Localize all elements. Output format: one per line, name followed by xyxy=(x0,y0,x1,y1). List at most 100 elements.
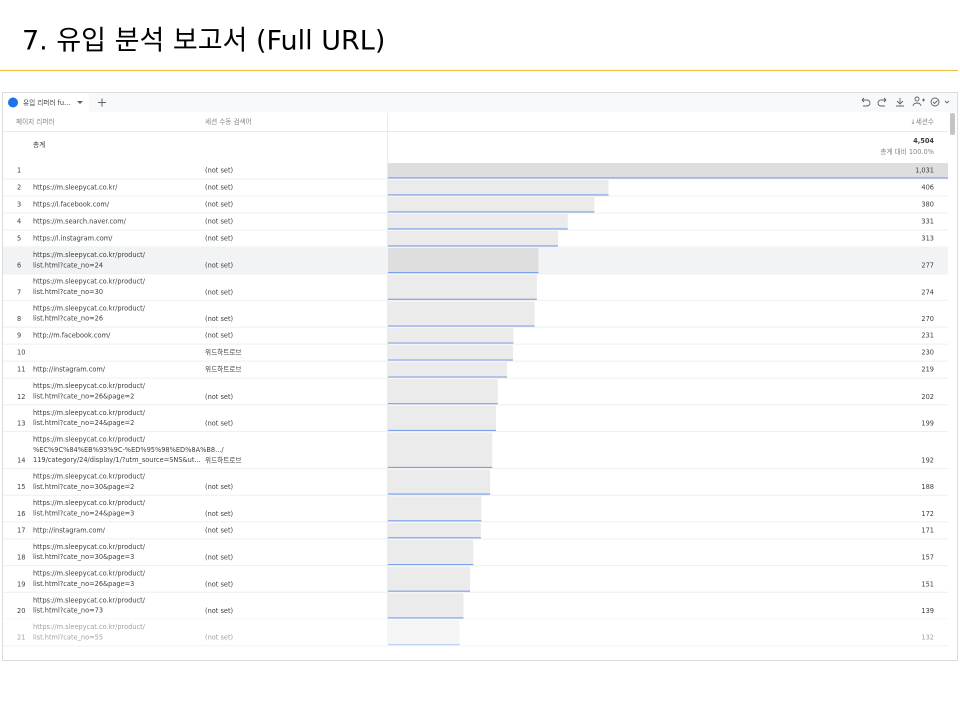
sessions: 380 xyxy=(921,201,934,209)
row-index: 12 xyxy=(17,393,25,401)
referrer: https://m.sleepycat.co.kr/product/ xyxy=(33,543,146,551)
source: (not set) xyxy=(205,526,233,534)
source: (not set) xyxy=(205,580,233,588)
sessions: 202 xyxy=(921,393,934,401)
row-index: 16 xyxy=(17,510,25,518)
row-index: 18 xyxy=(17,554,25,562)
source: (not set) xyxy=(205,218,233,226)
toolbar-icons xyxy=(861,96,950,107)
tab-menu[interactable] xyxy=(77,101,83,104)
tab-label[interactable]: 유입 리퍼러 fu... xyxy=(23,98,70,107)
referrer: list.html?cate_no=24&page=2 xyxy=(33,419,134,427)
referrer: https://m.sleepycat.co.kr/product/ xyxy=(33,382,146,390)
row-index: 5 xyxy=(17,235,21,243)
referrer: list.html?cate_no=30&page=2 xyxy=(33,483,134,491)
bar xyxy=(388,522,481,538)
sessions: 331 xyxy=(921,218,934,226)
referrer: https://l.facebook.com/ xyxy=(33,201,110,209)
source: (not set) xyxy=(205,554,233,562)
row-index: 6 xyxy=(17,262,21,270)
status-menu[interactable] xyxy=(932,100,950,105)
sessions: 188 xyxy=(921,483,934,491)
column-header: 세션 수동 검색어 xyxy=(205,117,252,126)
undo[interactable] xyxy=(861,97,871,107)
referrer: %EC%9C%84%EB%93%9C-%ED%95%98%ED%8A%B8...… xyxy=(33,446,224,454)
bar xyxy=(388,180,609,195)
referrer: https://m.sleepycat.co.kr/product/ xyxy=(33,409,146,417)
fade xyxy=(3,618,948,646)
sessions: 219 xyxy=(921,366,934,374)
referrer: https://m.sleepycat.co.kr/product/ xyxy=(33,570,146,578)
row-index: 7 xyxy=(17,288,21,296)
referrer: https://m.sleepycat.co.kr/product/ xyxy=(33,473,146,481)
source: (not set) xyxy=(205,483,233,491)
source: (not set) xyxy=(205,510,233,518)
referrer: https://m.sleepycat.co.kr/product/ xyxy=(33,596,146,604)
row-index: 19 xyxy=(17,580,25,588)
sessions: 199 xyxy=(921,420,934,428)
referrer: list.html?cate_no=26&page=2 xyxy=(33,392,134,400)
bar xyxy=(388,405,497,431)
bar xyxy=(388,362,507,378)
tab-icon xyxy=(8,97,18,108)
bar xyxy=(388,231,559,246)
bar xyxy=(388,301,535,327)
status[interactable] xyxy=(930,97,940,107)
referrer: list.html?cate_no=26&page=3 xyxy=(33,580,134,588)
referrer: https://m.sleepycat.co.kr/product/ xyxy=(33,499,146,507)
referrer: list.html?cate_no=24 xyxy=(33,261,103,269)
sessions: 270 xyxy=(921,315,934,323)
referrer: list.html?cate_no=26 xyxy=(33,315,103,323)
bar xyxy=(388,379,498,404)
sessions: 406 xyxy=(921,184,934,192)
source: (not set) xyxy=(205,315,233,323)
referrer: http://m.facebook.com/ xyxy=(33,332,111,340)
sessions: 231 xyxy=(921,332,934,340)
bar xyxy=(388,496,482,521)
toolbar xyxy=(3,93,957,112)
bar xyxy=(388,432,493,468)
column-header: ↓세션수 xyxy=(910,117,934,126)
sessions: 192 xyxy=(921,457,934,465)
row-index: 1 xyxy=(17,167,21,175)
row-index: 2 xyxy=(17,184,21,192)
referrer: list.html?cate_no=73 xyxy=(33,607,103,615)
redo[interactable] xyxy=(877,97,887,107)
download[interactable] xyxy=(896,98,904,107)
bar xyxy=(388,214,568,229)
row-index: 15 xyxy=(17,483,25,491)
referrer: https://m.sleepycat.co.kr/ xyxy=(33,184,118,192)
source: (not set) xyxy=(205,167,233,175)
source: (not set) xyxy=(205,184,233,192)
add-tab[interactable] xyxy=(98,98,106,107)
sessions: 151 xyxy=(921,580,934,588)
referrer: https://m.sleepycat.co.kr/product/ xyxy=(33,304,146,312)
referrer: 119/category/24/display/1/?utm_source=SN… xyxy=(33,456,201,464)
row-index: 10 xyxy=(17,349,25,357)
referrer: list.html?cate_no=24&page=3 xyxy=(33,510,134,518)
row-index: 9 xyxy=(17,332,21,340)
source: (not set) xyxy=(205,235,233,243)
total-label: 총계 xyxy=(33,140,45,149)
source: (not set) xyxy=(205,201,233,209)
row-index: 14 xyxy=(17,457,25,465)
row-index: 3 xyxy=(17,201,21,209)
bar xyxy=(388,197,595,212)
source: (not set) xyxy=(205,332,233,340)
share[interactable] xyxy=(912,96,925,107)
referrer: https://m.sleepycat.co.kr/product/ xyxy=(33,278,146,286)
scrollbar[interactable] xyxy=(950,113,955,135)
total-share: 총계 대비 100.0% xyxy=(880,147,934,156)
bar xyxy=(388,566,471,592)
referrer: list.html?cate_no=30 xyxy=(33,288,103,296)
source: 위드하트로브 xyxy=(205,456,241,465)
column-header: 페이지 리퍼러 xyxy=(16,117,55,126)
bar xyxy=(388,345,513,361)
source: 위드하트로브 xyxy=(205,365,241,374)
tab[interactable] xyxy=(3,93,89,112)
row-index: 11 xyxy=(17,366,25,374)
sessions: 313 xyxy=(921,235,934,243)
